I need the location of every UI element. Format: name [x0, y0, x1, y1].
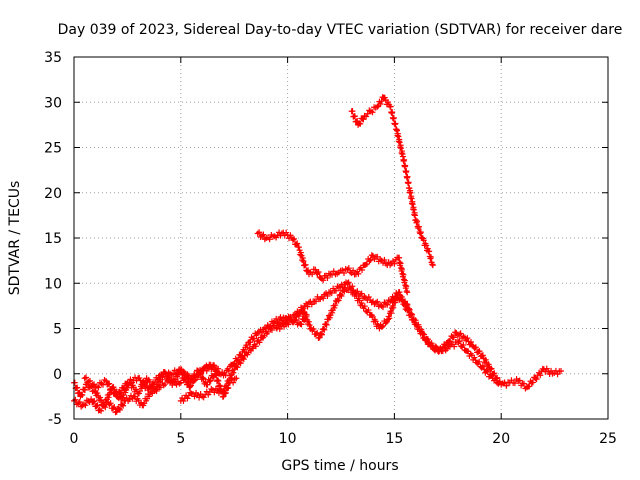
y-tick-label: 20: [44, 186, 62, 202]
x-tick-label: 5: [176, 431, 185, 447]
series-satellite-track-c: [81, 311, 310, 401]
x-tick-label: 25: [599, 431, 617, 447]
x-tick-label: 15: [385, 431, 403, 447]
y-tick-label: 30: [44, 95, 62, 111]
x-tick-label: 0: [70, 431, 79, 447]
y-tick-label: 10: [44, 276, 62, 292]
data-point-markers: [81, 311, 310, 401]
data-point-markers: [254, 229, 411, 296]
chart-title: Day 039 of 2023, Sidereal Day-to-day VTE…: [58, 22, 623, 38]
y-tick-label: -5: [48, 412, 62, 428]
y-tick-label: 0: [53, 367, 62, 383]
y-axis-label: SDTVAR / TECUs: [7, 181, 23, 296]
series-satellite-track-g: [348, 94, 436, 269]
series-satellite-track-e: [273, 284, 503, 387]
y-tick-label: 15: [44, 231, 62, 247]
data-point-markers: [348, 94, 436, 269]
axis-ticks: 0 5 10 15 20 25 -5 0 5 10 15 20 25 30 35: [44, 50, 617, 447]
x-axis-label: GPS time / hours: [281, 458, 398, 474]
data-points: [71, 94, 565, 416]
grid-lines: [74, 57, 608, 419]
y-tick-label: 25: [44, 141, 62, 157]
series-satellite-track-d: [177, 279, 565, 405]
y-tick-label: 5: [53, 322, 62, 338]
x-tick-label: 10: [279, 431, 297, 447]
series-satellite-track-f: [254, 229, 411, 296]
y-tick-label: 35: [44, 50, 62, 66]
data-point-markers: [177, 279, 565, 405]
x-tick-label: 20: [492, 431, 510, 447]
data-point-markers: [273, 284, 503, 387]
